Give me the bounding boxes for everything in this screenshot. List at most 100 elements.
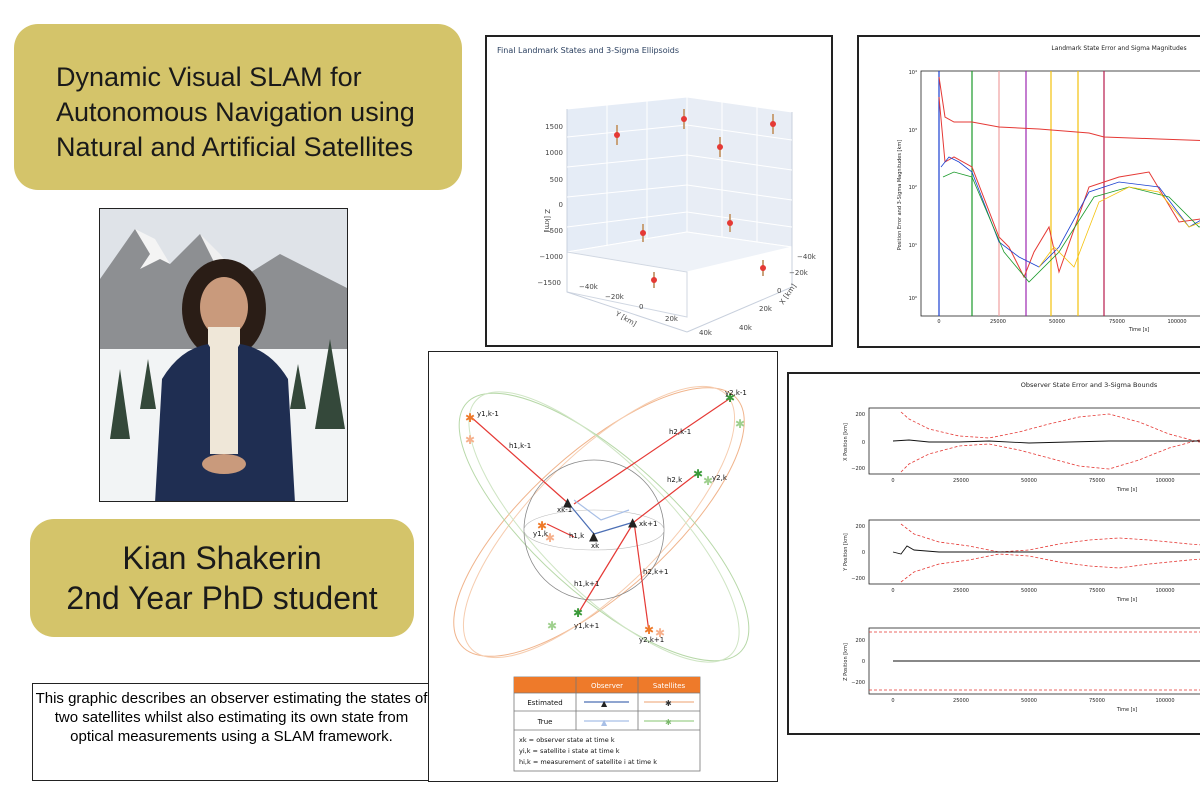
svg-text:10³: 10³: [909, 128, 917, 134]
poster-title: Dynamic Visual SLAM for Autonomous Navig…: [56, 60, 456, 165]
svg-text:−200: −200: [851, 680, 865, 686]
svg-text:✱: ✱: [665, 718, 672, 727]
label-y1-kp1: y1,k+1: [574, 622, 599, 630]
svg-text:20k: 20k: [759, 305, 773, 313]
svg-text:▲: ▲: [601, 718, 608, 727]
svg-text:0: 0: [862, 659, 865, 665]
svg-text:40k: 40k: [699, 329, 713, 337]
svg-text:75000: 75000: [1089, 698, 1105, 704]
svg-text:−1500: −1500: [537, 279, 561, 287]
label-h2-kp1: h2,k+1: [643, 568, 669, 576]
svg-text:✱: ✱: [573, 606, 583, 620]
landmark-points: [614, 109, 776, 288]
svg-text:0: 0: [891, 698, 894, 704]
svg-text:25000: 25000: [953, 478, 969, 484]
svg-text:▲: ▲: [628, 515, 638, 529]
svg-text:−20k: −20k: [605, 293, 625, 301]
svg-text:−40k: −40k: [797, 253, 817, 261]
svg-text:−200: −200: [851, 466, 865, 472]
svg-text:✱: ✱: [465, 411, 475, 425]
svg-text:✱: ✱: [547, 619, 557, 633]
svg-text:Observer: Observer: [591, 682, 623, 690]
portrait-illustration: [100, 209, 347, 501]
label-h2-km1: h2,k-1: [669, 428, 691, 436]
svg-text:100000: 100000: [1155, 698, 1174, 704]
svg-text:50000: 50000: [1021, 698, 1037, 704]
svg-text:50000: 50000: [1021, 478, 1037, 484]
svg-text:20k: 20k: [665, 315, 679, 323]
svg-text:Z Position [km]: Z Position [km]: [843, 643, 849, 681]
svg-text:75000: 75000: [1089, 588, 1105, 594]
plot-title: Observer State Error and 3-Sigma Bounds: [1021, 381, 1158, 389]
svg-text:100000: 100000: [1155, 588, 1174, 594]
svg-text:1500: 1500: [545, 123, 563, 131]
svg-text:50000: 50000: [1021, 588, 1037, 594]
svg-text:−1000: −1000: [539, 253, 563, 261]
label-h1-km1: h1,k-1: [509, 442, 531, 450]
label-y1-k: y1,k: [533, 530, 549, 538]
label-y2-km1: y2,k-1: [725, 389, 747, 397]
svg-text:75000: 75000: [1089, 478, 1105, 484]
svg-text:hi,k = measurement of satellit: hi,k = measurement of satellite i at tim…: [519, 758, 657, 766]
svg-text:0: 0: [862, 440, 865, 446]
label-xk: xk: [591, 542, 600, 550]
svg-text:✱: ✱: [725, 391, 735, 405]
label-h1-kp1: h1,k+1: [574, 580, 600, 588]
svg-text:−500: −500: [544, 227, 563, 235]
title-line: Autonomous Navigation using: [56, 97, 415, 127]
landmark-error-plot: Landmark State Error and Sigma Magnitude…: [857, 35, 1200, 348]
label-h2-k: h2,k: [667, 476, 683, 484]
title-line: Dynamic Visual SLAM for: [56, 62, 362, 92]
svg-text:200: 200: [855, 638, 865, 644]
svg-text:✱: ✱: [537, 519, 547, 533]
slam-diagram: ✱ ✱ ✱ ✱ ✱ ✱ ✱ ✱ ✱ ✱ ✱ ✱ ▲ ▲ ▲ y1,k-1 h1,…: [428, 351, 778, 782]
legend-table: Observer Satellites Estimated True ▲ ▲ ✱…: [513, 676, 701, 772]
svg-text:10¹: 10¹: [909, 243, 917, 249]
svg-text:Time [s]: Time [s]: [1116, 707, 1137, 713]
label-h1-k: h1,k: [569, 532, 585, 540]
svg-text:200: 200: [855, 412, 865, 418]
svg-text:10²: 10²: [909, 185, 917, 191]
author-name: Kian Shakerin: [122, 540, 322, 576]
y-position-panel: Y Position [km] 200 0 −200 0 25000 50000…: [843, 519, 1200, 603]
svg-text:✱: ✱: [465, 433, 475, 447]
svg-text:75000: 75000: [1109, 319, 1125, 325]
author-role: 2nd Year PhD student: [66, 580, 378, 616]
svg-text:0: 0: [777, 287, 781, 295]
svg-text:xk = observer state at time k: xk = observer state at time k: [519, 736, 615, 744]
name-box: Kian Shakerin 2nd Year PhD student: [30, 519, 414, 637]
svg-text:100000: 100000: [1155, 478, 1174, 484]
svg-text:▲: ▲: [589, 529, 599, 543]
svg-text:0: 0: [862, 550, 865, 556]
svg-text:Y Position [km]: Y Position [km]: [843, 533, 849, 571]
svg-text:100000: 100000: [1167, 319, 1186, 325]
svg-text:▲: ▲: [563, 495, 573, 509]
svg-text:yi,k = satellite i state at ti: yi,k = satellite i state at time k: [519, 747, 620, 755]
x-position-panel: X Position [km] 200 0 −200 0 25000 50000…: [843, 407, 1200, 493]
label-y2-kp1: y2,k+1: [639, 636, 664, 644]
svg-text:✱: ✱: [665, 699, 672, 708]
svg-text:−20k: −20k: [789, 269, 809, 277]
label-xk-m1: xk-1: [557, 506, 572, 514]
svg-text:0: 0: [559, 201, 563, 209]
observer-error-plot: Observer State Error and 3-Sigma Bounds …: [787, 372, 1200, 735]
landmark-3d-plot: Final Landmark States and 3-Sigma Ellips…: [485, 35, 833, 347]
svg-text:▲: ▲: [601, 699, 608, 708]
plot-title: Landmark State Error and Sigma Magnitude…: [1051, 45, 1186, 52]
svg-text:1000: 1000: [545, 149, 563, 157]
label-xk-p1: xk+1: [639, 520, 658, 528]
svg-text:−40k: −40k: [579, 283, 599, 291]
svg-text:True: True: [537, 718, 553, 726]
svg-text:25000: 25000: [990, 319, 1006, 325]
svg-text:25000: 25000: [953, 588, 969, 594]
svg-text:✱: ✱: [655, 626, 665, 640]
svg-text:10⁰: 10⁰: [909, 296, 917, 302]
svg-text:Time [s]: Time [s]: [1116, 487, 1137, 493]
svg-text:Position Error and 3-Sigma Mag: Position Error and 3-Sigma Magnitudes [k…: [897, 140, 903, 250]
svg-text:0: 0: [937, 319, 940, 325]
svg-text:Time [s]: Time [s]: [1116, 597, 1137, 603]
svg-text:40k: 40k: [739, 324, 753, 332]
title-line: Natural and Artificial Satellites: [56, 132, 414, 162]
svg-text:0: 0: [639, 303, 643, 311]
svg-text:50000: 50000: [1049, 319, 1065, 325]
